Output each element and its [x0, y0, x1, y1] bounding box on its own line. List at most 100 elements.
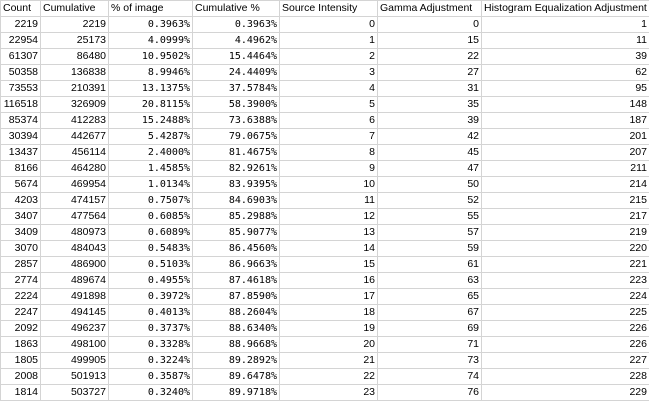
cell-percent-of-image[interactable]: 0.6089% [108, 224, 193, 241]
cell-cumulative[interactable]: 480973 [40, 224, 109, 241]
cell-cumulative[interactable]: 484043 [40, 240, 109, 257]
cell-cumulative[interactable]: 499905 [40, 352, 109, 369]
cell-cumulative-percent[interactable]: 58.3900% [192, 96, 280, 113]
cell-gamma-adjustment[interactable]: 0 [377, 16, 482, 33]
cell-percent-of-image[interactable]: 20.8115% [108, 96, 193, 113]
cell-percent-of-image[interactable]: 0.3328% [108, 336, 193, 353]
cell-percent-of-image[interactable]: 1.4585% [108, 160, 193, 177]
cell-percent-of-image[interactable]: 2.4000% [108, 144, 193, 161]
cell-count[interactable]: 3407 [0, 208, 41, 225]
cell-count[interactable]: 8166 [0, 160, 41, 177]
cell-cumulative[interactable]: 442677 [40, 128, 109, 145]
cell-percent-of-image[interactable]: 0.5483% [108, 240, 193, 257]
cell-histogram-equalization-adjustment[interactable]: 219 [481, 224, 649, 241]
cell-cumulative[interactable]: 494145 [40, 304, 109, 321]
cell-count[interactable]: 3409 [0, 224, 41, 241]
cell-source-intensity[interactable]: 22 [279, 368, 378, 385]
cell-count[interactable]: 5674 [0, 176, 41, 193]
cell-source-intensity[interactable]: 8 [279, 144, 378, 161]
cell-gamma-adjustment[interactable]: 76 [377, 384, 482, 401]
cell-cumulative-percent[interactable]: 86.9663% [192, 256, 280, 273]
cell-source-intensity[interactable]: 12 [279, 208, 378, 225]
cell-percent-of-image[interactable]: 15.2488% [108, 112, 193, 129]
cell-cumulative[interactable]: 477564 [40, 208, 109, 225]
cell-histogram-equalization-adjustment[interactable]: 220 [481, 240, 649, 257]
cell-gamma-adjustment[interactable]: 50 [377, 176, 482, 193]
cell-cumulative[interactable]: 503727 [40, 384, 109, 401]
cell-histogram-equalization-adjustment[interactable]: 207 [481, 144, 649, 161]
cell-cumulative-percent[interactable]: 84.6903% [192, 192, 280, 209]
cell-source-intensity[interactable]: 13 [279, 224, 378, 241]
cell-source-intensity[interactable]: 17 [279, 288, 378, 305]
cell-cumulative-percent[interactable]: 89.9718% [192, 384, 280, 401]
cell-gamma-adjustment[interactable]: 65 [377, 288, 482, 305]
cell-histogram-equalization-adjustment[interactable]: 229 [481, 384, 649, 401]
header-histogram-equalization-adjustment[interactable]: Histogram Equalization Adjustment [481, 0, 649, 17]
cell-percent-of-image[interactable]: 0.5103% [108, 256, 193, 273]
cell-gamma-adjustment[interactable]: 67 [377, 304, 482, 321]
cell-percent-of-image[interactable]: 0.4955% [108, 272, 193, 289]
cell-source-intensity[interactable]: 11 [279, 192, 378, 209]
cell-percent-of-image[interactable]: 1.0134% [108, 176, 193, 193]
header-cumulative-percent[interactable]: Cumulative % [192, 0, 280, 17]
cell-source-intensity[interactable]: 2 [279, 48, 378, 65]
cell-cumulative-percent[interactable]: 82.9261% [192, 160, 280, 177]
cell-gamma-adjustment[interactable]: 69 [377, 320, 482, 337]
cell-cumulative-percent[interactable]: 89.6478% [192, 368, 280, 385]
cell-histogram-equalization-adjustment[interactable]: 201 [481, 128, 649, 145]
cell-percent-of-image[interactable]: 0.3737% [108, 320, 193, 337]
cell-source-intensity[interactable]: 5 [279, 96, 378, 113]
cell-cumulative-percent[interactable]: 88.2604% [192, 304, 280, 321]
cell-count[interactable]: 3070 [0, 240, 41, 257]
cell-cumulative-percent[interactable]: 89.2892% [192, 352, 280, 369]
cell-count[interactable]: 61307 [0, 48, 41, 65]
cell-cumulative-percent[interactable]: 88.6340% [192, 320, 280, 337]
cell-histogram-equalization-adjustment[interactable]: 228 [481, 368, 649, 385]
cell-source-intensity[interactable]: 0 [279, 16, 378, 33]
cell-gamma-adjustment[interactable]: 31 [377, 80, 482, 97]
cell-percent-of-image[interactable]: 0.3963% [108, 16, 193, 33]
cell-source-intensity[interactable]: 19 [279, 320, 378, 337]
cell-cumulative-percent[interactable]: 15.4464% [192, 48, 280, 65]
cell-count[interactable]: 1805 [0, 352, 41, 369]
cell-count[interactable]: 1863 [0, 336, 41, 353]
cell-source-intensity[interactable]: 21 [279, 352, 378, 369]
cell-gamma-adjustment[interactable]: 63 [377, 272, 482, 289]
cell-cumulative[interactable]: 474157 [40, 192, 109, 209]
cell-count[interactable]: 30394 [0, 128, 41, 145]
cell-percent-of-image[interactable]: 5.4287% [108, 128, 193, 145]
cell-count[interactable]: 4203 [0, 192, 41, 209]
cell-source-intensity[interactable]: 9 [279, 160, 378, 177]
cell-cumulative-percent[interactable]: 85.2988% [192, 208, 280, 225]
header-gamma-adjustment[interactable]: Gamma Adjustment [377, 0, 482, 17]
header-count[interactable]: Count [0, 0, 41, 17]
cell-cumulative[interactable]: 496237 [40, 320, 109, 337]
cell-histogram-equalization-adjustment[interactable]: 1 [481, 16, 649, 33]
cell-cumulative[interactable]: 210391 [40, 80, 109, 97]
cell-cumulative[interactable]: 464280 [40, 160, 109, 177]
cell-histogram-equalization-adjustment[interactable]: 215 [481, 192, 649, 209]
cell-gamma-adjustment[interactable]: 45 [377, 144, 482, 161]
cell-count[interactable]: 2219 [0, 16, 41, 33]
cell-histogram-equalization-adjustment[interactable]: 225 [481, 304, 649, 321]
cell-cumulative-percent[interactable]: 86.4560% [192, 240, 280, 257]
cell-gamma-adjustment[interactable]: 35 [377, 96, 482, 113]
cell-gamma-adjustment[interactable]: 52 [377, 192, 482, 209]
cell-count[interactable]: 2092 [0, 320, 41, 337]
cell-gamma-adjustment[interactable]: 22 [377, 48, 482, 65]
cell-source-intensity[interactable]: 4 [279, 80, 378, 97]
cell-gamma-adjustment[interactable]: 47 [377, 160, 482, 177]
cell-count[interactable]: 50358 [0, 64, 41, 81]
cell-count[interactable]: 22954 [0, 32, 41, 49]
cell-source-intensity[interactable]: 23 [279, 384, 378, 401]
cell-cumulative[interactable]: 2219 [40, 16, 109, 33]
cell-cumulative[interactable]: 501913 [40, 368, 109, 385]
cell-histogram-equalization-adjustment[interactable]: 223 [481, 272, 649, 289]
cell-cumulative-percent[interactable]: 24.4409% [192, 64, 280, 81]
cell-histogram-equalization-adjustment[interactable]: 226 [481, 336, 649, 353]
cell-count[interactable]: 13437 [0, 144, 41, 161]
cell-source-intensity[interactable]: 6 [279, 112, 378, 129]
cell-source-intensity[interactable]: 10 [279, 176, 378, 193]
cell-cumulative[interactable]: 136838 [40, 64, 109, 81]
cell-gamma-adjustment[interactable]: 55 [377, 208, 482, 225]
